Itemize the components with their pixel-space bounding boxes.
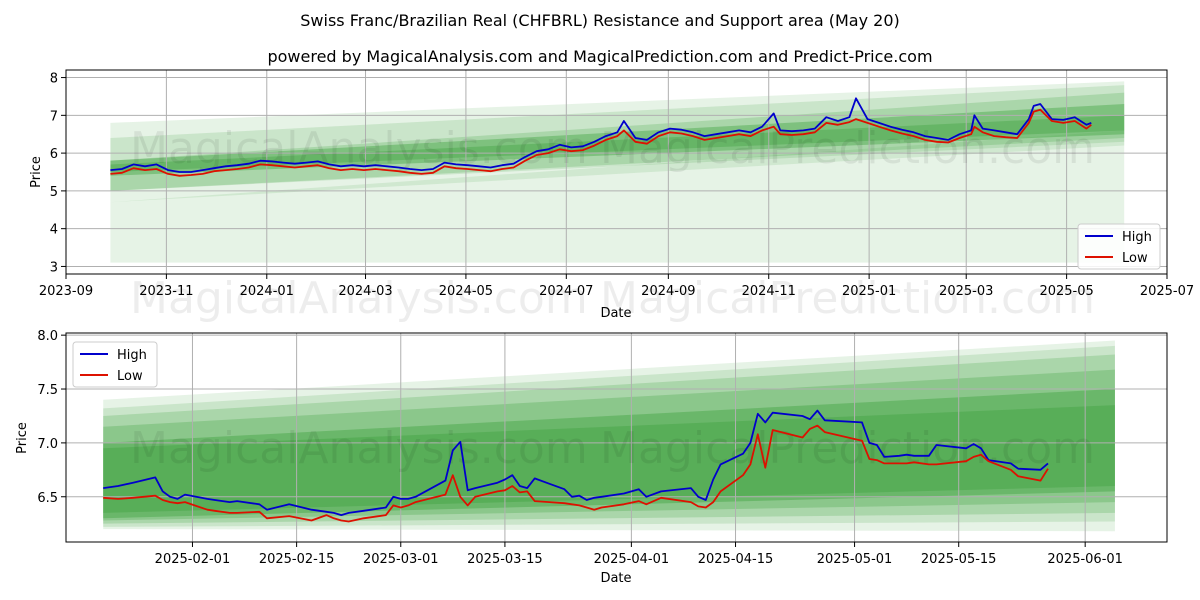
- chart-title: Swiss Franc/Brazilian Real (CHFBRL) Resi…: [300, 11, 899, 30]
- top-y-tick-label-3: 6: [50, 147, 58, 162]
- bottom-y-tick-label-0: 6.5: [37, 491, 58, 506]
- top-legend-low-label: Low: [1122, 251, 1148, 266]
- bottom-series-low-line: [103, 424, 1049, 523]
- bottom-band-4: [103, 389, 1115, 519]
- top-band-0: [110, 130, 1125, 263]
- top-chart: MagicalAnalysis.com MagicalPrediction.co…: [29, 69, 1194, 324]
- bottom-x-tick-label-2: 2025-03-01: [363, 552, 439, 567]
- bottom-plot-frame: [65, 332, 1168, 543]
- bottom-x-tick-label-0: 2025-02-01: [155, 552, 231, 567]
- top-series-high-line: [110, 97, 1092, 173]
- watermark-prediction: MagicalPrediction.com: [600, 123, 1095, 174]
- top-legend-high-label: High: [1122, 230, 1152, 245]
- bottom-y-axis-label: Price: [15, 422, 30, 454]
- top-band-1: [110, 81, 1125, 203]
- bottom-x-tick-label-5: 2025-04-15: [698, 552, 774, 567]
- watermark-prediction-bottom: MagicalPrediction.com: [600, 423, 1095, 474]
- top-x-tick-label-5: 2024-07: [539, 284, 593, 299]
- top-y-axis-label: Price: [29, 156, 44, 188]
- top-legend: High Low: [1077, 223, 1161, 270]
- top-y-tick-label-2: 5: [50, 185, 58, 200]
- top-x-tick-label-3: 2024-03: [338, 284, 392, 299]
- bottom-x-tick-label-7: 2025-05-15: [921, 552, 997, 567]
- top-series-low-line: [110, 108, 1092, 177]
- bottom-band-2: [103, 354, 1115, 524]
- bottom-band-group: [103, 340, 1115, 532]
- watermark-analysis-lower: MagicalAnalysis.com: [130, 273, 588, 324]
- top-x-ticks: 2023-09 2023-11 2024-01 2024-03 2024-05 2024-…: [39, 274, 1194, 299]
- bottom-band-3: [103, 369, 1115, 521]
- bottom-legend-low-label: Low: [117, 369, 143, 384]
- bottom-chart: MagicalAnalysis.com MagicalPrediction.co…: [15, 329, 1168, 586]
- top-x-tick-label-7: 2024-11: [742, 284, 796, 299]
- top-x-tick-label-10: 2025-05: [1039, 284, 1093, 299]
- bottom-x-ticks: 2025-02-01 2025-02-15 2025-03-01 2025-03-15…: [155, 542, 1123, 567]
- bottom-x-tick-label-4: 2025-04-01: [594, 552, 670, 567]
- bottom-band-5: [103, 405, 1115, 513]
- bottom-watermarks: MagicalAnalysis.com MagicalPrediction.co…: [130, 423, 1095, 474]
- top-x-tick-label-2: 2024-01: [240, 284, 294, 299]
- bottom-x-tick-label-3: 2025-03-15: [467, 552, 543, 567]
- top-x-tick-label-8: 2025-01: [842, 284, 896, 299]
- top-x-tick-label-9: 2025-03: [939, 284, 993, 299]
- top-band-2: [110, 85, 1125, 191]
- top-y-tick-label-0: 3: [50, 260, 58, 275]
- top-x-tick-label-0: 2023-09: [39, 284, 93, 299]
- bottom-y-tick-label-2: 7.5: [37, 383, 58, 398]
- top-plot-frame: [65, 69, 1168, 275]
- bottom-y-ticks: 6.5 7.0 7.5 8.0: [37, 329, 66, 506]
- top-y-tick-label-1: 4: [50, 223, 58, 238]
- bottom-y-tick-label-1: 7.0: [37, 437, 58, 452]
- top-band-5: [110, 115, 1125, 172]
- top-lines: [110, 97, 1092, 177]
- top-x-axis-label: Date: [600, 306, 631, 321]
- chart-subtitle: powered by MagicalAnalysis.com and Magic…: [267, 47, 932, 66]
- bottom-series-high-line: [103, 409, 1049, 516]
- top-y-tick-label-5: 8: [50, 72, 58, 87]
- bottom-lines: [103, 409, 1049, 523]
- bottom-band-0: [103, 340, 1115, 532]
- bottom-x-axis-label: Date: [600, 571, 631, 586]
- top-x-tick-label-4: 2024-05: [439, 284, 493, 299]
- bottom-x-tick-label-8: 2025-06-01: [1047, 552, 1123, 567]
- top-grid: [65, 70, 1168, 274]
- top-band-4: [110, 104, 1125, 176]
- watermark-analysis-bottom: MagicalAnalysis.com: [130, 423, 588, 474]
- bottom-y-tick-label-3: 8.0: [37, 329, 58, 344]
- bottom-legend: High Low: [72, 341, 158, 388]
- bottom-legend-high-label: High: [117, 348, 147, 363]
- bottom-band-1: [103, 345, 1115, 527]
- top-x-tick-label-6: 2024-09: [641, 284, 695, 299]
- bottom-x-tick-label-1: 2025-02-15: [259, 552, 335, 567]
- top-y-tick-label-4: 7: [50, 109, 58, 124]
- bottom-x-tick-label-6: 2025-05-01: [817, 552, 893, 567]
- top-x-tick-label-1: 2023-11: [139, 284, 193, 299]
- watermark-prediction-lower: MagicalPrediction.com: [600, 273, 1095, 324]
- bottom-grid: [66, 333, 1167, 542]
- top-x-tick-label-11: 2025-07: [1140, 284, 1194, 299]
- top-y-ticks: 3 4 5 6 7 8: [50, 72, 66, 275]
